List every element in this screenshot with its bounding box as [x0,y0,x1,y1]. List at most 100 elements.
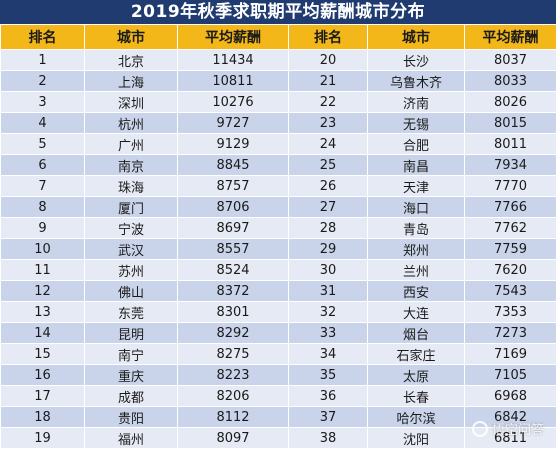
cell-salary-left: 8845 [178,155,289,176]
cell-city-left: 广州 [85,134,178,155]
cell-rank-right: 34 [289,344,368,365]
cell-rank-left: 13 [1,302,85,323]
cell-salary-right: 8026 [465,92,556,113]
cell-salary-left: 8757 [178,176,289,197]
cell-city-left: 南京 [85,155,178,176]
cell-rank-left: 15 [1,344,85,365]
cell-rank-right: 30 [289,260,368,281]
cell-rank-left: 19 [1,428,85,449]
cell-city-right: 石家庄 [368,344,465,365]
cell-city-right: 西安 [368,281,465,302]
cell-salary-right: 8015 [465,113,556,134]
cell-salary-right: 7105 [465,365,556,386]
cell-salary-left: 8697 [178,218,289,239]
cell-salary-left: 10276 [178,92,289,113]
cell-city-right: 哈尔滨 [368,407,465,428]
cell-salary-left: 8524 [178,260,289,281]
cell-rank-right: 21 [289,71,368,92]
cell-salary-right: 7766 [465,197,556,218]
cell-salary-right: 7543 [465,281,556,302]
cell-city-left: 珠海 [85,176,178,197]
cell-city-left: 成都 [85,386,178,407]
cell-rank-left: 18 [1,407,85,428]
cell-city-right: 青岛 [368,218,465,239]
cell-city-right: 南昌 [368,155,465,176]
cell-salary-right: 8037 [465,50,556,71]
cell-rank-right: 24 [289,134,368,155]
cell-city-left: 武汉 [85,239,178,260]
cell-rank-right: 33 [289,323,368,344]
cell-city-left: 佛山 [85,281,178,302]
cell-salary-right: 7770 [465,176,556,197]
cell-rank-left: 1 [1,50,85,71]
header-city-right: 城市 [368,25,465,50]
cell-salary-left: 8206 [178,386,289,407]
cell-rank-right: 36 [289,386,368,407]
cell-rank-left: 8 [1,197,85,218]
cell-city-left: 厦门 [85,197,178,218]
cell-city-right: 济南 [368,92,465,113]
cell-city-left: 苏州 [85,260,178,281]
cell-salary-left: 8223 [178,365,289,386]
header-row: 排名 城市 平均薪酬 排名 城市 平均薪酬 [1,25,556,50]
cell-salary-left: 9727 [178,113,289,134]
cell-city-right: 无锡 [368,113,465,134]
cell-salary-left: 8706 [178,197,289,218]
cell-city-right: 乌鲁木齐 [368,71,465,92]
cell-city-left: 上海 [85,71,178,92]
cell-salary-left: 8112 [178,407,289,428]
cell-salary-right: 8033 [465,71,556,92]
cell-salary-right: 8011 [465,134,556,155]
cell-city-left: 宁波 [85,218,178,239]
cell-city-left: 福州 [85,428,178,449]
cell-city-right: 大连 [368,302,465,323]
cell-city-right: 郑州 [368,239,465,260]
cell-rank-left: 5 [1,134,85,155]
cell-rank-left: 6 [1,155,85,176]
cell-rank-right: 29 [289,239,368,260]
cell-rank-right: 22 [289,92,368,113]
cell-city-right: 天津 [368,176,465,197]
cell-city-right: 烟台 [368,323,465,344]
cell-rank-right: 26 [289,176,368,197]
cell-rank-right: 28 [289,218,368,239]
cell-salary-left: 10811 [178,71,289,92]
cell-rank-left: 9 [1,218,85,239]
cell-rank-left: 10 [1,239,85,260]
cell-rank-left: 12 [1,281,85,302]
cell-salary-left: 8557 [178,239,289,260]
cell-rank-right: 32 [289,302,368,323]
cell-rank-right: 35 [289,365,368,386]
cell-rank-right: 20 [289,50,368,71]
cell-city-left: 东莞 [85,302,178,323]
cell-rank-right: 27 [289,197,368,218]
cell-salary-right: 7934 [465,155,556,176]
cell-rank-left: 4 [1,113,85,134]
cell-city-left: 南宁 [85,344,178,365]
cell-salary-right: 7759 [465,239,556,260]
cell-city-right: 合肥 [368,134,465,155]
header-salary-left: 平均薪酬 [178,25,289,50]
cell-salary-left: 8292 [178,323,289,344]
cell-salary-right: 7762 [465,218,556,239]
cell-salary-right: 7273 [465,323,556,344]
cell-city-left: 重庆 [85,365,178,386]
cell-city-left: 贵阳 [85,407,178,428]
cell-salary-right: 6842 [465,407,556,428]
cell-salary-left: 8275 [178,344,289,365]
cell-salary-left: 11434 [178,50,289,71]
